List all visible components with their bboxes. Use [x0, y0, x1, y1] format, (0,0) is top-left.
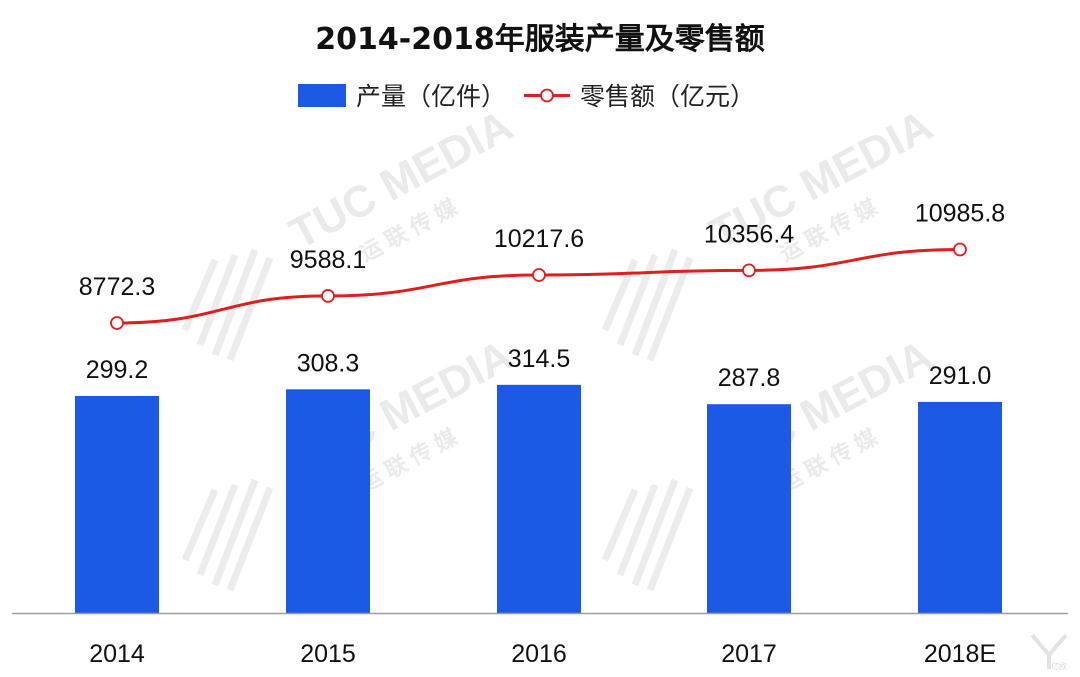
- bar-series: [75, 384, 1002, 613]
- legend-item-production: 产量（亿件）: [298, 78, 506, 112]
- bar-2014: [75, 395, 159, 613]
- line-point-2017: [742, 263, 756, 278]
- bar-value-label: 299.2: [86, 356, 149, 384]
- x-tick-label: 2017: [721, 640, 777, 668]
- bar-2016: [497, 384, 581, 613]
- legend-label-production: 产量（亿件）: [356, 82, 507, 111]
- retail-line: [116, 248, 961, 325]
- x-tick-label: 2018E: [924, 640, 996, 668]
- bar-2017: [707, 404, 791, 613]
- legend: 产量（亿件） 零售额（亿元）: [0, 78, 1080, 112]
- bar-value-label: 287.8: [718, 364, 781, 392]
- x-tick-label: 2015: [300, 640, 356, 668]
- bar-2018E: [918, 401, 1002, 613]
- legend-line-swatch: [524, 88, 570, 102]
- line-series: [110, 242, 967, 330]
- line-value-label: 10217.6: [494, 225, 584, 253]
- x-tick-label: 2014: [89, 640, 145, 668]
- line-value-label: 9588.1: [290, 246, 366, 274]
- corner-logo-text: 亿欧: [1051, 661, 1067, 671]
- line-point-2018E: [953, 242, 967, 257]
- line-point-2016: [532, 268, 546, 282]
- line-point-2015: [321, 289, 335, 303]
- legend-item-retail: 零售额（亿元）: [524, 78, 755, 112]
- bar-value-label: 314.5: [508, 345, 571, 373]
- x-axis-tick-labels: 2014 2015 2016 2017 2018E: [89, 640, 996, 668]
- legend-label-retail: 零售额（亿元）: [580, 82, 756, 111]
- bar-value-labels: 299.2 308.3 314.5 287.8 291.0: [86, 345, 992, 392]
- line-value-label: 10985.8: [915, 200, 1005, 228]
- bar-2015: [286, 389, 370, 613]
- line-value-label: 8772.3: [79, 273, 155, 301]
- legend-bar-swatch: [298, 83, 346, 107]
- line-point-2014: [110, 316, 124, 330]
- x-tick-label: 2016: [511, 640, 567, 668]
- corner-logo-icon: 亿欧: [1030, 633, 1068, 671]
- bar-value-label: 291.0: [929, 362, 992, 390]
- line-value-labels: 8772.3 9588.1 10217.6 10356.4 10985.8: [79, 200, 1005, 301]
- chart-title: 2014-2018年服装产量及零售额: [315, 22, 765, 57]
- bar-value-label: 308.3: [297, 349, 360, 377]
- line-value-label: 10356.4: [704, 220, 794, 248]
